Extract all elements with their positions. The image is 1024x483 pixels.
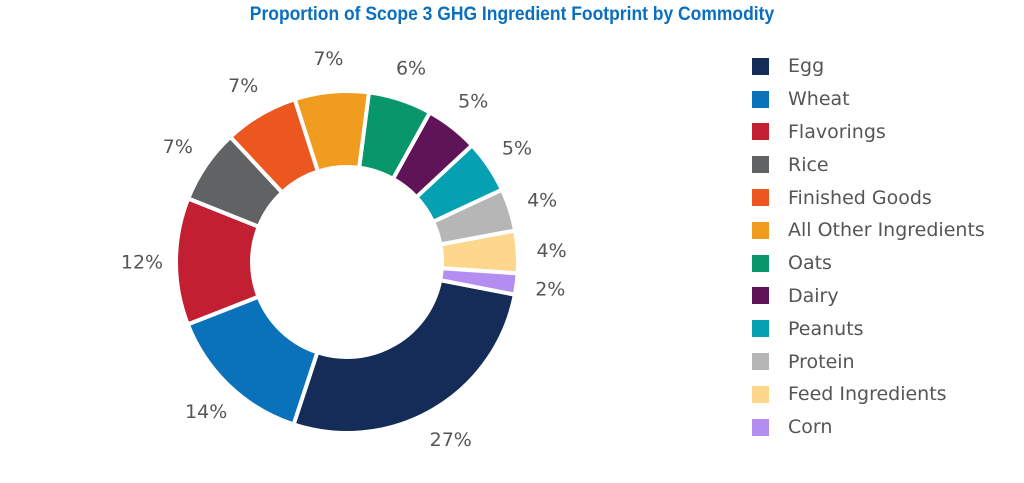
legend-item: Rice [752,148,985,181]
legend-swatch [752,189,769,207]
legend-label: Protein [788,350,855,373]
data-label: 7% [163,136,193,158]
legend-swatch [752,57,769,75]
legend-label: Finished Goods [788,186,932,209]
legend-swatch [752,320,769,338]
legend-item: Feed Ingredients [752,378,985,411]
data-label: 4% [537,240,567,262]
legend-label: Dairy [788,284,839,307]
legend-item: Dairy [752,280,985,313]
legend-item: Corn [752,411,985,444]
legend-label: Feed Ingredients [788,383,947,406]
legend-label: Corn [788,416,833,439]
legend-item: Wheat [752,83,985,116]
donut-chart: 27% 14% 12% 7% 7% 7% 6% 5% 5% 4% 4% 2% [121,48,567,451]
data-label: 14% [185,401,227,423]
data-label: 27% [430,429,472,451]
legend-label: Rice [788,153,829,176]
legend-swatch [752,156,769,174]
legend-swatch [752,418,769,436]
data-label: 5% [502,137,532,159]
legend-item: Oats [752,247,985,280]
legend-label: Egg [788,55,825,78]
legend-label: Flavorings [788,120,886,143]
legend-label: All Other Ingredients [788,219,985,242]
data-label: 4% [527,189,557,211]
legend: Egg Wheat Flavorings Rice Finished Goods All … [752,50,985,444]
legend-swatch [752,353,769,371]
legend-swatch [752,385,769,403]
legend-item: Egg [752,50,985,83]
legend-swatch [752,287,769,305]
legend-item: Finished Goods [752,181,985,214]
legend-item: Peanuts [752,312,985,345]
data-label: 12% [121,251,163,273]
slice-corn [437,266,520,297]
legend-label: Wheat [788,88,850,111]
legend-swatch [752,221,769,239]
legend-swatch [752,123,769,141]
data-label: 5% [458,90,488,112]
data-label: 7% [313,48,343,70]
legend-item: Protein [752,345,985,378]
data-label: 2% [535,278,565,300]
data-label: 7% [228,75,258,97]
legend-swatch [752,254,769,272]
legend-swatch [752,90,769,108]
data-label: 6% [396,57,426,79]
legend-label: Oats [788,252,832,275]
legend-item: Flavorings [752,116,985,149]
chart-title: Proportion of Scope 3 GHG Ingredient Foo… [249,4,775,25]
slice-egg [291,277,518,435]
legend-item: All Other Ingredients [752,214,985,247]
legend-label: Peanuts [788,317,864,340]
